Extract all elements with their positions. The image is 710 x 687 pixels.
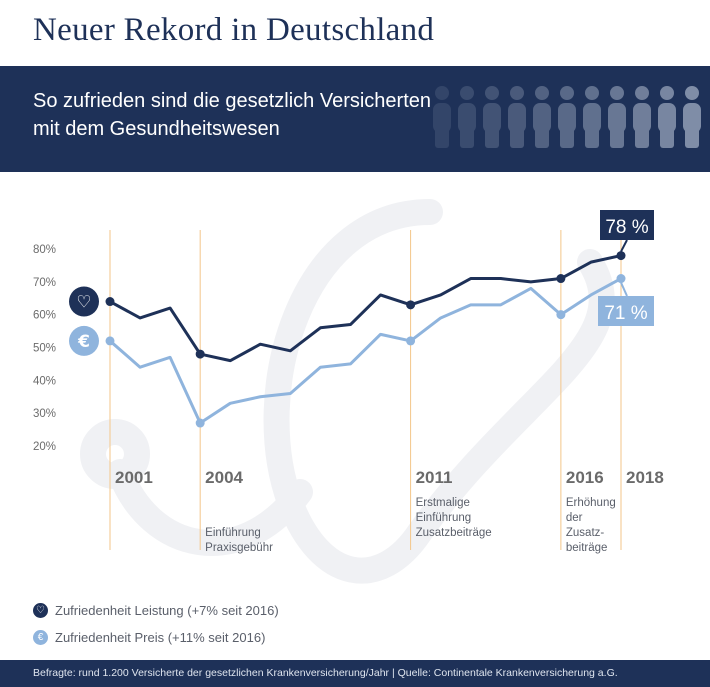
legend-label-leistung: Zufriedenheit Leistung (+7% seit 2016)	[55, 603, 279, 618]
event-note-line: der	[566, 512, 583, 524]
heart-icon: ♡	[69, 286, 99, 317]
y-tick-label: 80%	[33, 244, 56, 256]
data-point	[556, 274, 566, 284]
svg-text:71 %: 71 %	[604, 303, 647, 324]
person-silhouette-icon	[433, 86, 451, 148]
page-title: Neuer Rekord in Deutschland	[33, 12, 435, 48]
data-point	[195, 349, 205, 359]
event-note-line: Einführung	[416, 512, 472, 524]
event-note-line: Zusatzbeiträge	[416, 527, 492, 539]
chart-svg: 80% 70% 60% 50% 40% 30% 20% 2001 2004 Einführung P…	[33, 199, 664, 584]
person-silhouette-icon	[658, 86, 676, 148]
data-point	[195, 418, 205, 428]
data-point	[406, 300, 416, 310]
subtitle-line-1: So zufrieden sind die gesetzlich Versich…	[33, 90, 432, 112]
person-silhouette-icon	[608, 86, 626, 148]
stethoscope-watermark	[80, 199, 615, 584]
person-silhouette-icon	[508, 86, 526, 148]
year-label: 2001	[115, 468, 153, 487]
year-label: 2004	[205, 468, 243, 487]
svg-text:78 %: 78 %	[605, 217, 648, 238]
year-label: 2018	[626, 468, 664, 487]
event-note-line: Einführung	[205, 527, 261, 539]
subtitle-line-2: mit dem Gesundheitswesen	[33, 118, 280, 140]
year-label: 2016	[566, 468, 604, 487]
person-silhouette-icon	[483, 86, 501, 148]
legend-label-preis: Zufriedenheit Preis (+11% seit 2016)	[55, 630, 266, 645]
y-tick-label: 40%	[33, 375, 56, 387]
y-tick-label: 20%	[33, 441, 56, 453]
person-silhouette-icon	[633, 86, 651, 148]
y-tick-label: 70%	[33, 277, 56, 289]
person-silhouette-icon	[558, 86, 576, 148]
series-line-leistung	[109, 254, 622, 363]
data-point	[556, 310, 566, 320]
y-tick-label: 50%	[33, 343, 56, 355]
callout-leistung: 78 %	[600, 210, 654, 253]
y-tick-label: 60%	[33, 310, 56, 322]
data-point	[105, 297, 115, 307]
legend-item-preis: € Zufriedenheit Preis (+11% seit 2016)	[33, 630, 265, 645]
event-note-line: Zusatz-	[566, 527, 605, 539]
euro-icon: €	[69, 325, 99, 356]
source-note: Befragte: rund 1.200 Versicherte der ges…	[33, 667, 618, 679]
legend-item-leistung: ♡ Zufriedenheit Leistung (+7% seit 2016)	[33, 603, 279, 618]
svg-text:€: €	[77, 332, 90, 352]
data-point	[616, 274, 626, 284]
person-silhouette-icon	[533, 86, 551, 148]
data-point	[105, 336, 115, 346]
callout-preis: 71 %	[598, 282, 654, 326]
person-silhouette-icon	[683, 86, 701, 148]
series-line-preis	[109, 277, 622, 425]
person-silhouette-icon	[583, 86, 601, 148]
euro-icon: €	[33, 630, 48, 645]
data-point	[616, 251, 626, 261]
y-tick-label: 30%	[33, 408, 56, 420]
svg-text:♡: ♡	[76, 293, 91, 313]
year-label: 2011	[416, 468, 453, 487]
event-note-line: Erhöhung	[566, 497, 616, 509]
event-note-line: Erstmalige	[416, 497, 470, 509]
event-note-line: beiträge	[566, 542, 608, 554]
footer: Befragte: rund 1.200 Versicherte der ges…	[0, 660, 710, 687]
data-point	[406, 336, 416, 346]
heart-icon: ♡	[33, 603, 48, 618]
line-chart: 80% 70% 60% 50% 40% 30% 20% 2001 2004 Einführung P…	[0, 172, 710, 652]
person-silhouette-icon	[458, 86, 476, 148]
subtitle-banner: So zufrieden sind die gesetzlich Versich…	[0, 66, 710, 172]
people-silhouettes-decoration	[433, 86, 701, 148]
event-note-line: Praxisgebühr	[205, 542, 273, 554]
